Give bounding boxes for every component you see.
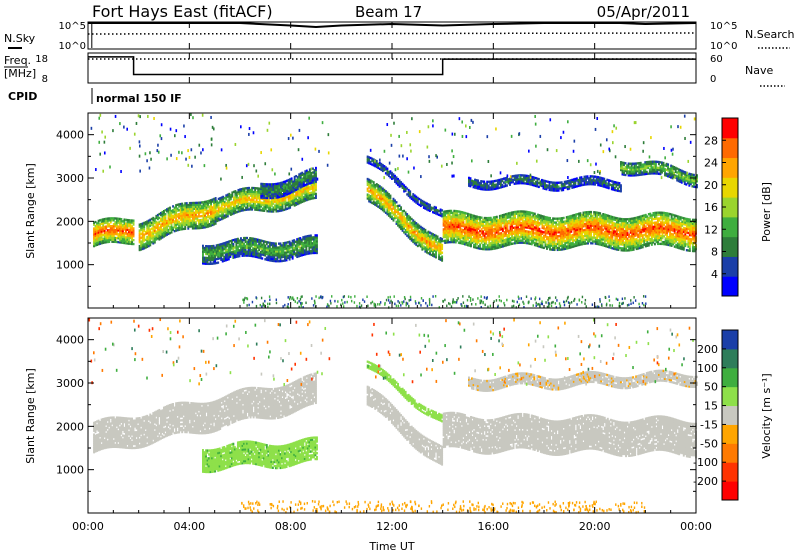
date-title: 05/Apr/2011 bbox=[597, 3, 690, 21]
time-tick-label: 20:00 bbox=[579, 520, 611, 533]
power-colorbar-label: Power [dB] bbox=[760, 182, 773, 242]
station-title: Fort Hays East (fitACF) bbox=[92, 2, 273, 21]
cpid-label: CPID bbox=[8, 90, 37, 103]
colorbar-tick-label: 100 bbox=[697, 362, 718, 375]
colorbar-segment bbox=[722, 367, 738, 388]
colorbar-tick-label: 24 bbox=[704, 157, 718, 170]
nave-tick-bottom: 0 bbox=[710, 74, 716, 85]
nsearch-trace bbox=[87, 32, 697, 35]
freq-label-1: Freq. bbox=[4, 54, 31, 67]
velocity-data bbox=[88, 318, 698, 514]
time-tick-label: 12:00 bbox=[376, 520, 408, 533]
colorbar-tick-label: 12 bbox=[704, 223, 718, 236]
time-tick-label: 08:00 bbox=[275, 520, 307, 533]
freq-traces bbox=[88, 56, 696, 76]
velocity-colorbar: -200 -100 -50 -15 15 50 100 200 bbox=[693, 329, 739, 501]
colorbar-tick-label: -15 bbox=[700, 418, 718, 431]
colorbar-segment bbox=[722, 236, 738, 257]
freq-tick-top: 18 bbox=[35, 54, 48, 65]
range-tick-label: 4000 bbox=[56, 129, 84, 142]
range-tick-label: 1000 bbox=[56, 259, 84, 272]
velocity-colorbar-label: Velocity [m s⁻¹] bbox=[760, 373, 773, 458]
colorbar-tick-label: 200 bbox=[697, 343, 718, 356]
colorbar-tick-label: -200 bbox=[693, 475, 718, 488]
nsky-tick-bottom: 10^0 bbox=[59, 41, 86, 52]
freq-tick-bottom: 8 bbox=[42, 74, 48, 85]
colorbar-tick-label: 16 bbox=[704, 201, 718, 214]
time-axis-label: Time UT bbox=[368, 540, 414, 553]
colorbar-tick-label: 50 bbox=[704, 381, 718, 394]
colorbar-tick-label: 15 bbox=[704, 400, 718, 413]
colorbar-tick-label: -50 bbox=[700, 437, 718, 450]
colorbar-segment bbox=[722, 330, 738, 350]
power-data bbox=[90, 113, 698, 309]
colorbar-tick-label: 28 bbox=[704, 134, 718, 147]
power-range-axis-label: Slant Range [km] bbox=[24, 163, 37, 259]
time-tick-label: 00:00 bbox=[72, 520, 104, 533]
nsearch-tick-top: 10^5 bbox=[710, 21, 737, 32]
colorbar-segment bbox=[722, 462, 738, 482]
velocity-range-axis-label: Slant Range [km] bbox=[24, 368, 37, 464]
range-tick-label: 1000 bbox=[56, 464, 84, 477]
colorbar-segment bbox=[722, 481, 738, 501]
range-tick-label: 4000 bbox=[56, 334, 84, 347]
colorbar-segment bbox=[722, 137, 738, 159]
nsearch-tick-bottom: 10^0 bbox=[710, 41, 737, 52]
time-tick-label: 04:00 bbox=[173, 520, 205, 533]
colorbar-segment bbox=[722, 256, 738, 277]
colorbar-tick-label: 8 bbox=[711, 246, 718, 259]
colorbar-segment bbox=[722, 177, 738, 198]
nsky-label: N.Sky bbox=[4, 32, 36, 45]
colorbar-tick-label: -100 bbox=[693, 456, 718, 469]
colorbar-segment bbox=[722, 405, 738, 425]
colorbar-segment bbox=[722, 118, 738, 139]
nave-tick-top: 60 bbox=[710, 54, 723, 65]
colorbar-segment bbox=[722, 197, 738, 218]
power-yticks: 1000 2000 3000 4000 bbox=[56, 129, 696, 287]
range-tick-label: 2000 bbox=[56, 215, 84, 228]
colorbar-segment bbox=[722, 424, 738, 444]
time-tick-label: 00:00 bbox=[680, 520, 712, 533]
nave-label: Nave bbox=[745, 64, 773, 77]
velocity-yticks: 1000 2000 3000 4000 bbox=[56, 334, 696, 492]
colorbar-segment bbox=[722, 157, 738, 178]
colorbar-segment bbox=[722, 443, 738, 463]
colorbar-segment bbox=[722, 216, 738, 238]
colorbar-tick-label: 20 bbox=[704, 179, 718, 192]
time-tick-label: 16:00 bbox=[477, 520, 509, 533]
range-tick-label: 2000 bbox=[56, 420, 84, 433]
colorbar-segment bbox=[722, 276, 738, 297]
colorbar-tick-label: 4 bbox=[711, 268, 718, 281]
time-axis-ticks: 00:00 04:00 08:00 12:00 16:00 20:00 00:00 bbox=[72, 22, 712, 533]
colorbar-segment bbox=[722, 386, 738, 407]
range-tick-label: 3000 bbox=[56, 172, 84, 185]
nsky-tick-top: 10^5 bbox=[59, 21, 86, 32]
power-colorbar: 4 8 12 16 20 24 28 bbox=[704, 117, 739, 297]
range-tick-label: 3000 bbox=[56, 377, 84, 390]
beam-title: Beam 17 bbox=[355, 3, 422, 21]
nsearch-label: N.Search bbox=[745, 28, 795, 41]
cpid-mode: normal 150 IF bbox=[96, 92, 182, 105]
freq-label-2: [MHz] bbox=[4, 67, 36, 80]
colorbar-segment bbox=[722, 348, 738, 369]
